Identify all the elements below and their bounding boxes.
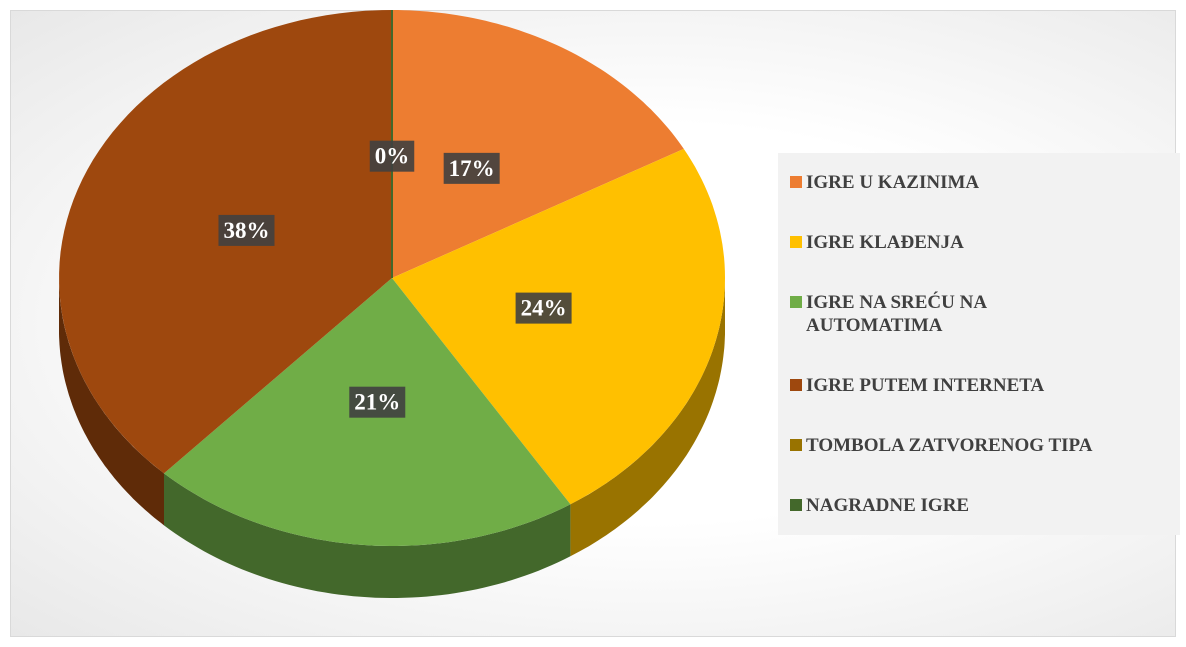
legend-swatch (790, 176, 802, 189)
data-label: 21% (354, 390, 400, 415)
slice-side (59, 278, 164, 526)
legend-swatch (790, 236, 802, 249)
legend-label: IGRE NA SREĆU NA AUTOMATIMA (806, 292, 987, 337)
data-label-bg (443, 152, 500, 184)
legend: IGRE U KAZINIMA IGRE KLAĐENJA IGRE NA SREĆ… (778, 153, 1180, 535)
legend-item: TOMBOLA ZATVORENOG TIPA (782, 434, 1176, 457)
legend-item: IGRE NA SREĆU NA AUTOMATIMA (782, 291, 1176, 337)
legend-label: IGRE PUTEM INTERNETA (806, 374, 1045, 396)
legend-swatch (790, 378, 802, 391)
legend-item: NAGRADNE IGRE (782, 494, 1176, 517)
legend-label: IGRE KLAĐENJA (806, 232, 964, 254)
data-label-bg (515, 292, 572, 324)
legend-label: TOMBOLA ZATVORENOG TIPA (806, 434, 1093, 456)
data-label-bg (218, 214, 275, 246)
slice (392, 148, 725, 505)
legend-item: IGRE PUTEM INTERNETA (782, 374, 1176, 397)
slice (392, 10, 684, 278)
data-label: 24% (521, 296, 567, 321)
slice-side (570, 278, 725, 557)
slice-side (164, 473, 571, 598)
data-label-bg (349, 386, 406, 418)
data-label: 17% (449, 156, 495, 181)
legend-swatch (790, 296, 802, 309)
data-label: 0% (375, 144, 410, 169)
data-label-bg (369, 140, 415, 172)
legend-label: NAGRADNE IGRE (806, 494, 970, 516)
legend-item: IGRE U KAZINIMA (782, 171, 1176, 194)
legend-item: IGRE KLAĐENJA (782, 231, 1176, 254)
legend-swatch (790, 498, 802, 511)
legend-swatch (790, 438, 802, 451)
data-label: 38% (223, 218, 269, 243)
legend-label: IGRE U KAZINIMA (806, 172, 980, 194)
